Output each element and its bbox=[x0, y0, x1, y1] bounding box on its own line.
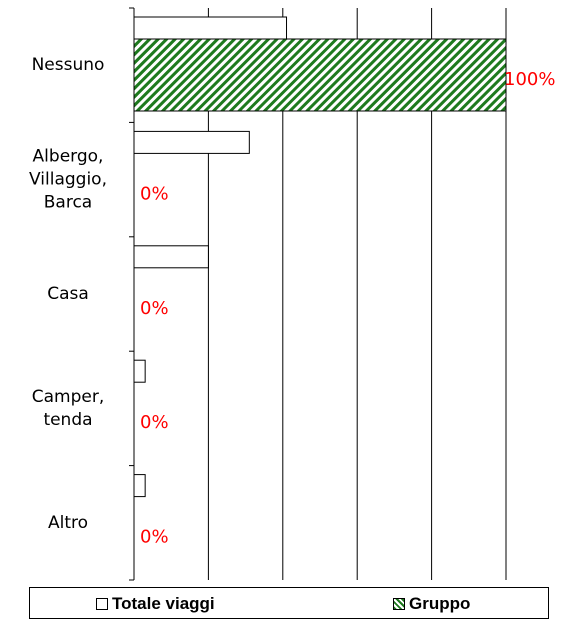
category-label-line: Nessuno bbox=[32, 55, 105, 75]
category-label-line: Albergo, bbox=[33, 147, 104, 167]
category-label-line: Villaggio, bbox=[29, 170, 107, 190]
legend-swatch-hatched bbox=[393, 598, 405, 610]
data-labels: 100% 0% 0% 0% 0% bbox=[140, 69, 555, 548]
bars bbox=[133, 16, 507, 498]
bar-totale-viaggi bbox=[133, 359, 146, 383]
legend-label: Totale viaggi bbox=[112, 594, 215, 613]
legend: Totale viaggi Gruppo bbox=[29, 587, 549, 619]
category-label-line: tenda bbox=[43, 410, 92, 430]
bar-totale-viaggi bbox=[133, 130, 250, 154]
bar-chart: 100% 0% 0% 0% 0% Nessuno Albergo, Villaggio, Ba… bbox=[29, 7, 555, 581]
bar-gruppo bbox=[133, 38, 507, 112]
category-label: Altro bbox=[48, 513, 88, 533]
data-label: 100% bbox=[504, 69, 555, 90]
bar-totale-viaggi bbox=[133, 16, 288, 40]
data-label: 0% bbox=[140, 183, 169, 204]
category-label: Casa bbox=[47, 284, 89, 304]
category-label: Nessuno bbox=[32, 55, 105, 75]
legend-item-totale-viaggi: Totale viaggi bbox=[96, 594, 215, 614]
data-label: 0% bbox=[140, 298, 169, 319]
legend-label: Gruppo bbox=[409, 594, 471, 613]
bar-totale-viaggi bbox=[133, 474, 146, 498]
category-label-line: Camper, bbox=[32, 387, 105, 407]
legend-swatch-white bbox=[96, 598, 108, 610]
category-label-line: Barca bbox=[44, 193, 92, 213]
legend-item-gruppo: Gruppo bbox=[393, 594, 470, 614]
category-label-line: Altro bbox=[48, 513, 88, 533]
data-label: 0% bbox=[140, 527, 169, 548]
bar-totale-viaggi bbox=[133, 245, 209, 269]
data-label: 0% bbox=[140, 412, 169, 433]
category-label-line: Casa bbox=[47, 284, 89, 304]
category-label: Albergo, Villaggio, Barca bbox=[29, 147, 107, 213]
category-labels: Nessuno Albergo, Villaggio, Barca Casa Camper… bbox=[29, 55, 107, 533]
category-label: Camper, tenda bbox=[32, 387, 105, 430]
